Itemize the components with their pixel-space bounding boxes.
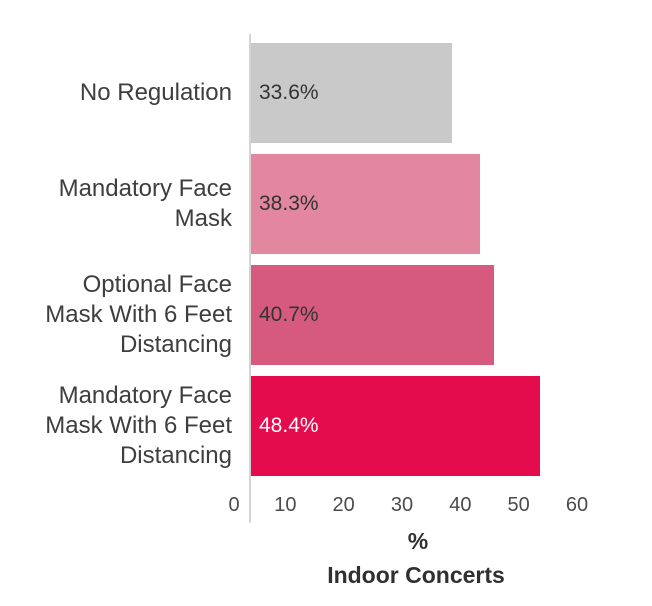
bar: 40.7% xyxy=(251,265,494,365)
x-tick-label: 50 xyxy=(507,494,530,516)
bar-value-label: 40.7% xyxy=(259,303,319,326)
x-tick-label: 20 xyxy=(332,494,355,516)
x-tick-label: 30 xyxy=(390,494,414,516)
x-tick-label: 40 xyxy=(449,494,472,516)
x-tick-label: 0 xyxy=(228,494,240,516)
bar-value-label: 33.6% xyxy=(259,81,319,104)
bar-value-label: 38.3% xyxy=(259,192,319,215)
category-label: Optional Face Mask With 6 Feet Distancin… xyxy=(45,271,232,358)
x-tick-label: 10 xyxy=(274,494,297,516)
bar-value-label: 48.4% xyxy=(259,414,319,437)
bar: 48.4% xyxy=(251,376,540,476)
category-label: Mandatory Face Mask With 6 Feet Distanci… xyxy=(45,382,232,469)
y-axis-line xyxy=(249,34,251,523)
x-axis-label: % xyxy=(407,528,429,554)
category-label: No Regulation xyxy=(79,79,232,106)
bar: 33.6% xyxy=(251,43,452,143)
bar: 38.3% xyxy=(251,154,480,254)
category-label: Mandatory Face Mask xyxy=(58,175,232,232)
x-tick-label: 60 xyxy=(565,494,589,516)
x-axis-sublabel: Indoor Concerts xyxy=(327,562,505,588)
